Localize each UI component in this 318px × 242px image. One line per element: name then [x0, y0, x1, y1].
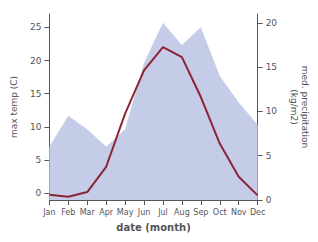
svg-text:Jun: Jun	[137, 208, 151, 217]
svg-text:Jan: Jan	[42, 208, 55, 217]
svg-text:5: 5	[266, 151, 272, 161]
svg-text:(kg/m2): (kg/m2)	[289, 89, 299, 124]
svg-text:Nov: Nov	[231, 208, 247, 217]
svg-text:10: 10	[30, 122, 42, 132]
svg-text:Sep: Sep	[193, 208, 208, 217]
svg-text:Aug: Aug	[174, 208, 190, 217]
svg-text:15: 15	[266, 62, 277, 72]
svg-text:0: 0	[266, 195, 272, 205]
svg-text:Dec: Dec	[250, 208, 265, 217]
svg-text:25: 25	[30, 22, 41, 32]
svg-text:20: 20	[30, 56, 42, 66]
svg-text:20: 20	[266, 18, 278, 28]
svg-text:15: 15	[30, 89, 41, 99]
svg-text:max temp (C): max temp (C)	[9, 76, 19, 138]
svg-text:May: May	[117, 208, 134, 217]
svg-text:0: 0	[36, 188, 42, 198]
svg-text:Feb: Feb	[61, 208, 75, 217]
svg-text:med. precipitation: med. precipitation	[300, 66, 310, 148]
svg-text:Oct: Oct	[213, 208, 227, 217]
svg-text:5: 5	[36, 155, 42, 165]
svg-text:Jul: Jul	[157, 208, 168, 217]
svg-text:Apr: Apr	[99, 208, 114, 217]
svg-text:Mar: Mar	[80, 208, 96, 217]
svg-text:date (month): date (month)	[116, 222, 190, 233]
svg-text:10: 10	[266, 106, 278, 116]
